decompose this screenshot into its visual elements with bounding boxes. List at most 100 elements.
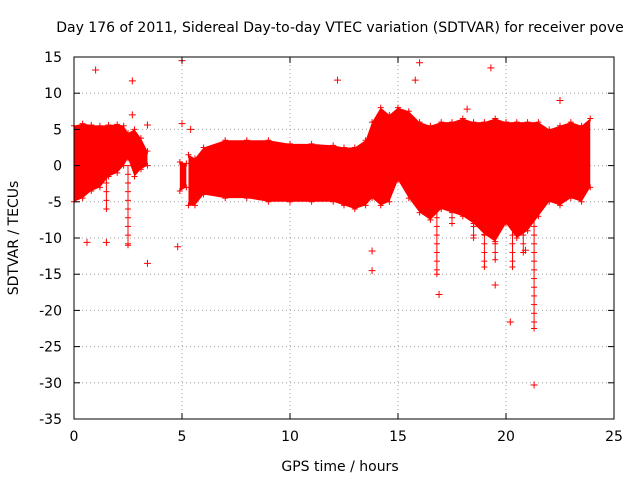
data-point xyxy=(587,184,594,191)
x-tick-labels: 0 5 10 15 20 25 xyxy=(70,429,623,445)
data-point xyxy=(334,76,342,84)
data-point xyxy=(492,256,499,263)
y-tick-label: -35 xyxy=(39,412,62,428)
data-point xyxy=(530,381,538,389)
data-point xyxy=(578,198,585,205)
data-point xyxy=(470,119,477,126)
y-tick-labels: 15 10 5 0 -5 -10 -15 -20 -25 -30 -35 xyxy=(39,50,62,428)
data-point xyxy=(362,202,369,209)
data-point xyxy=(567,195,574,202)
data-point xyxy=(546,198,553,205)
data-point xyxy=(369,119,376,126)
data-point xyxy=(427,216,434,223)
data-point xyxy=(200,191,207,198)
y-tick-label: 15 xyxy=(44,50,62,66)
data-point xyxy=(459,213,466,220)
chart-title: Day 176 of 2011, Sidereal Day-to-day VTE… xyxy=(56,20,624,36)
data-point xyxy=(546,126,553,133)
data-point xyxy=(438,119,445,126)
data-point xyxy=(96,184,103,191)
data-point xyxy=(395,177,401,184)
data-point xyxy=(114,169,121,176)
data-point xyxy=(567,119,574,126)
data-point xyxy=(587,115,594,122)
data-point xyxy=(143,259,151,267)
y-tick-label: -15 xyxy=(39,267,62,283)
data-point xyxy=(222,137,229,144)
data-point xyxy=(243,137,250,144)
data-point xyxy=(416,59,424,67)
data-point xyxy=(187,125,195,133)
data-point xyxy=(183,184,190,191)
data-point xyxy=(222,195,229,202)
data-point xyxy=(386,198,393,205)
data-point xyxy=(362,137,369,144)
data-point xyxy=(174,243,182,251)
data-point xyxy=(503,220,509,227)
data-point xyxy=(103,206,110,213)
data-point xyxy=(131,173,138,180)
data-point xyxy=(449,220,455,227)
data-point xyxy=(92,66,100,74)
data-point xyxy=(535,213,542,220)
data-point xyxy=(351,206,358,213)
data-point xyxy=(137,166,144,173)
y-axis-label: SDTVAR / TECUs xyxy=(6,181,22,296)
data-point xyxy=(351,144,358,151)
data-point xyxy=(83,238,91,246)
y-tick-label: -25 xyxy=(39,340,62,356)
data-point xyxy=(416,119,423,126)
data-point xyxy=(308,140,315,147)
y-tick-label: -20 xyxy=(39,303,62,319)
data-point xyxy=(183,160,190,167)
x-tick-label: 25 xyxy=(605,429,623,445)
grid-lines xyxy=(74,57,614,419)
y-tick-label: 10 xyxy=(44,86,62,102)
data-point xyxy=(265,198,272,205)
data-point xyxy=(185,202,192,209)
axis-ticks xyxy=(73,56,615,420)
data-point xyxy=(125,130,131,137)
x-tick-label: 5 xyxy=(178,429,187,445)
data-point xyxy=(481,119,488,126)
data-point xyxy=(88,122,95,129)
data-point xyxy=(341,202,347,209)
data-point xyxy=(144,148,151,155)
data-point xyxy=(463,105,471,113)
data-point xyxy=(176,158,183,165)
data-point xyxy=(578,122,585,129)
data-point xyxy=(377,202,384,209)
data-point xyxy=(503,119,509,126)
data-point xyxy=(492,115,499,122)
data-point xyxy=(427,122,434,129)
data-point xyxy=(513,119,520,126)
data-point xyxy=(524,119,531,126)
data-point xyxy=(287,140,293,147)
x-tick-label: 10 xyxy=(281,429,299,445)
data-point xyxy=(200,144,207,151)
data-point xyxy=(131,126,138,133)
data-point xyxy=(524,227,531,234)
data-point xyxy=(88,187,95,194)
data-point xyxy=(178,120,186,128)
data-point xyxy=(176,187,183,194)
data-point xyxy=(395,104,401,111)
x-tick-label: 15 xyxy=(389,429,407,445)
data-point xyxy=(330,198,337,205)
data-point xyxy=(191,155,198,162)
data-point xyxy=(470,235,477,241)
data-point xyxy=(105,122,112,129)
x-tick-label: 0 xyxy=(70,429,79,445)
data-point xyxy=(128,77,136,85)
data-point xyxy=(449,119,455,126)
y-tick-label: -10 xyxy=(39,231,62,247)
data-point xyxy=(386,111,393,118)
data-point xyxy=(143,121,151,129)
data-point xyxy=(191,202,198,209)
data-point xyxy=(185,151,192,158)
data-point xyxy=(308,198,315,205)
data-point xyxy=(137,135,144,142)
data-point xyxy=(557,202,563,209)
data-point xyxy=(435,290,443,298)
